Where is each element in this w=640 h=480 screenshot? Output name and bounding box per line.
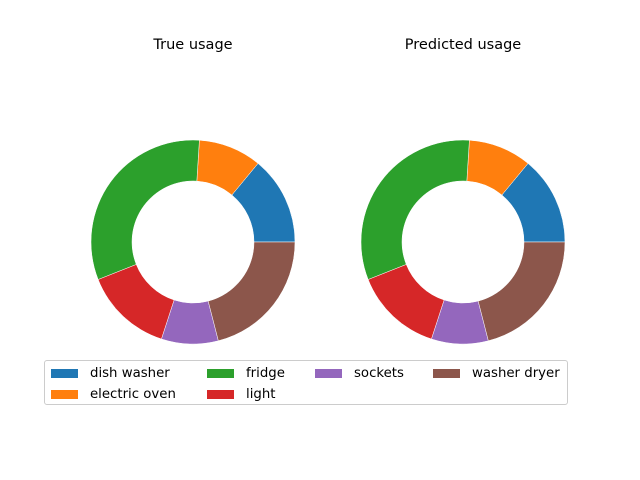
donut-slice-washer-dryer: [477, 241, 566, 342]
legend-item-electric-oven: electric oven: [51, 385, 176, 403]
legend-item-light: light: [207, 385, 275, 403]
legend-label: dish washer: [90, 365, 170, 381]
chart-title-true-usage: True usage: [152, 37, 232, 53]
legend-swatch: [315, 368, 342, 378]
donut-true-usage: [90, 139, 296, 345]
legend-swatch: [433, 368, 460, 378]
legend-label: electric oven: [90, 386, 176, 402]
legend-label: sockets: [354, 365, 404, 381]
legend-label: fridge: [246, 365, 285, 381]
donut-slice-washer-dryer: [207, 241, 296, 342]
legend-swatch: [51, 389, 78, 399]
donut-slice-fridge: [360, 139, 470, 280]
legend-label: washer dryer: [472, 365, 560, 381]
legend-item-dish-washer: dish washer: [51, 364, 170, 382]
legend-swatch: [207, 389, 234, 399]
donut-slice-light: [97, 264, 175, 340]
donut-predicted-usage: [360, 139, 566, 345]
legend-label: light: [246, 386, 276, 402]
legend: dish washer electric oven fridge light s…: [44, 360, 568, 405]
legend-swatch: [51, 368, 78, 378]
legend-item-washer-dryer: washer dryer: [433, 364, 560, 382]
legend-item-fridge: fridge: [207, 364, 285, 382]
chart-title-predicted-usage: Predicted usage: [405, 37, 522, 53]
donut-slice-fridge: [90, 139, 200, 280]
donut-slice-light: [367, 264, 445, 340]
legend-item-sockets: sockets: [315, 364, 404, 382]
legend-swatch: [207, 368, 234, 378]
